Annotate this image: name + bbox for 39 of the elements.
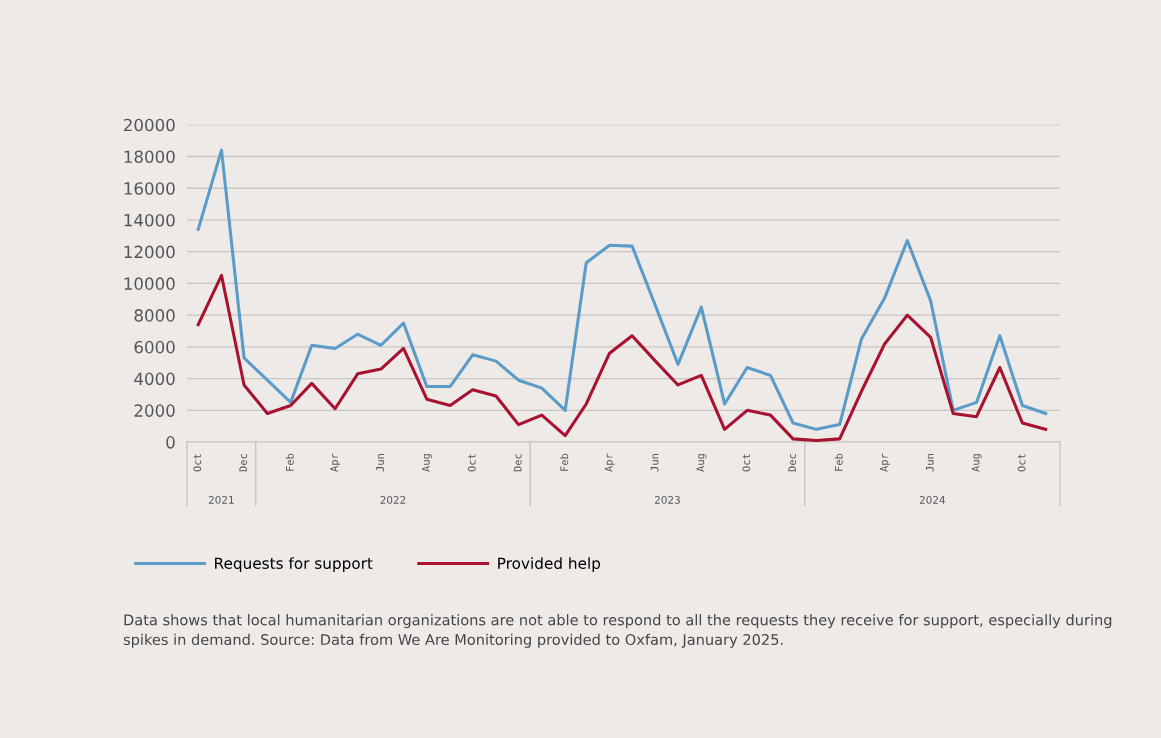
line-series: [196, 273, 1048, 443]
x-tick-label: Dec: [788, 454, 797, 472]
x-tick-label: Aug: [422, 454, 432, 472]
x-tick-label: Apr: [330, 453, 341, 472]
y-tick-label: 0: [166, 436, 175, 449]
y-tick-label: 10000: [124, 277, 175, 290]
line-series: [196, 148, 1048, 431]
x-tick-label: Aug: [971, 454, 982, 472]
x-tick-label: Feb: [285, 453, 294, 471]
x-tick-label: Oct: [193, 454, 202, 472]
text: 2021: [208, 495, 234, 504]
x-tick-label: Dec: [239, 454, 248, 472]
x-tick-label: Feb: [834, 453, 843, 471]
y-tick-label: 20000: [124, 118, 175, 132]
x-tick-label: Oct: [467, 454, 476, 472]
text: Data shows that local humanitarian organizations are not able to respond to all the requests they receive for support, especially during spikes in demand. Source: Data from We Are Monitoring provided to Oxfam, January 2025.: [123, 614, 1112, 648]
x-tick-label: Jun: [650, 454, 659, 472]
x-tick-label: Oct: [1017, 454, 1026, 472]
x-tick-label: Aug: [696, 454, 707, 472]
x-tick-label: Feb: [560, 453, 569, 471]
y-tick-label: 16000: [124, 182, 175, 195]
x-tick-label: Jun: [376, 454, 384, 472]
text: 2023: [654, 495, 680, 504]
legend-label: Provided help: [498, 557, 601, 572]
y-tick-label: 8000: [134, 309, 175, 322]
x-tick-label: Oct: [742, 454, 751, 472]
y-tick-label: 4000: [134, 372, 175, 386]
x-tick-label: Dec: [513, 454, 522, 472]
y-tick-label: 12000: [124, 245, 175, 259]
x-tick-label: Jun: [925, 454, 934, 472]
y-tick-label: 6000: [134, 340, 175, 354]
text: 2024: [919, 495, 946, 504]
legend-label: Requests for support: [215, 557, 373, 572]
text: 2022: [380, 495, 406, 504]
x-tick-label: Apr: [880, 453, 890, 472]
y-tick-label: 18000: [124, 150, 175, 164]
x-tick-label: Apr: [604, 453, 615, 472]
y-tick-label: 14000: [124, 213, 175, 227]
y-tick-label: 2000: [134, 404, 175, 417]
